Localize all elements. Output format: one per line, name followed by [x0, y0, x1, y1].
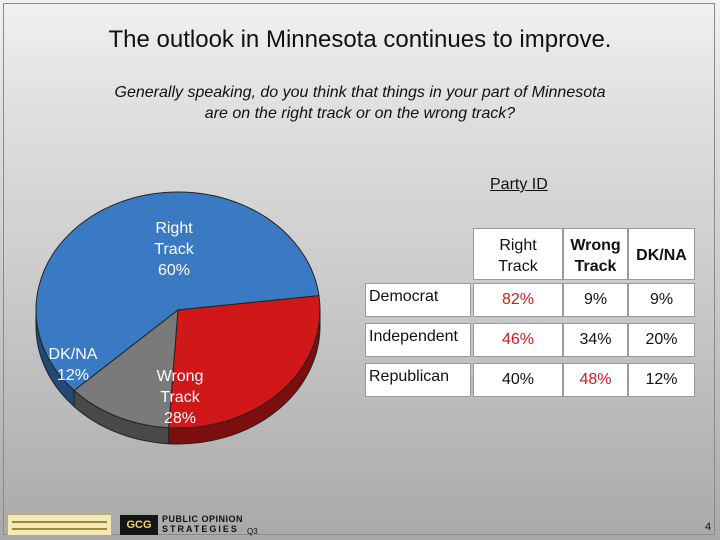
- sponsor-logo: [7, 514, 112, 536]
- logo-line: [12, 528, 107, 530]
- cell-republican-dkna: 12%: [628, 363, 695, 397]
- firm-logo: PUBLIC OPINION STRATEGIES: [162, 514, 243, 534]
- question-line-1: Generally speaking, do you think that th…: [114, 84, 606, 101]
- cell-republican-right: 40%: [473, 363, 563, 397]
- pie-label-right-track: Track: [154, 241, 194, 258]
- col-header-wrong-track: Wrong Track: [563, 228, 628, 280]
- question-line-2: are on the right track or on the wrong t…: [204, 105, 516, 122]
- pie-slice-dk-na: [73, 308, 179, 429]
- slide-title: The outlook in Minnesota continues to im…: [108, 26, 612, 53]
- cell-democrat-dkna: 9%: [628, 283, 695, 317]
- page-number: 4: [705, 521, 712, 533]
- pie-label-dk-na: DK/NA: [49, 346, 98, 363]
- row-label-independent: Independent: [365, 323, 471, 357]
- pie-label-wrong-track: Track: [160, 389, 200, 406]
- cell-democrat-wrong: 9%: [563, 283, 628, 317]
- pie-label-wrong-track: 28%: [164, 410, 196, 427]
- pie-label-right-track: Right: [155, 220, 193, 237]
- col-header-line: Right: [499, 237, 537, 254]
- pie-label-dk-na: 12%: [57, 367, 89, 384]
- col-header-line: Track: [574, 258, 617, 275]
- col-header-right-track: Right Track: [473, 228, 563, 280]
- col-header-line: Wrong: [570, 237, 621, 254]
- cell-republican-wrong: 48%: [563, 363, 628, 397]
- row-label-republican: Republican: [365, 363, 471, 397]
- cell-independent-dkna: 20%: [628, 323, 695, 357]
- party-id-title: Party ID: [490, 176, 548, 193]
- firm-line-1: PUBLIC OPINION: [162, 514, 244, 524]
- cell-independent-right: 46%: [473, 323, 563, 357]
- pie-label-right-track: 60%: [158, 262, 190, 279]
- pie-label-wrong-track: Wrong: [157, 368, 204, 385]
- row-label-democrat: Democrat: [365, 283, 471, 317]
- cell-independent-wrong: 34%: [563, 323, 628, 357]
- slide-frame: [3, 3, 715, 535]
- col-header-line: DK/NA: [636, 247, 687, 264]
- pie-slice-wrong-track: [168, 295, 321, 429]
- col-header-dkna: DK/NA: [628, 228, 695, 280]
- firm-line-2: STRATEGIES: [162, 524, 239, 534]
- question-number: Q3: [247, 527, 258, 536]
- logo-line: [12, 521, 107, 523]
- pie-slice-right-track: [35, 191, 320, 392]
- cell-democrat-right: 82%: [473, 283, 563, 317]
- gcg-logo: GCG: [120, 515, 158, 535]
- col-header-line: Track: [498, 258, 538, 275]
